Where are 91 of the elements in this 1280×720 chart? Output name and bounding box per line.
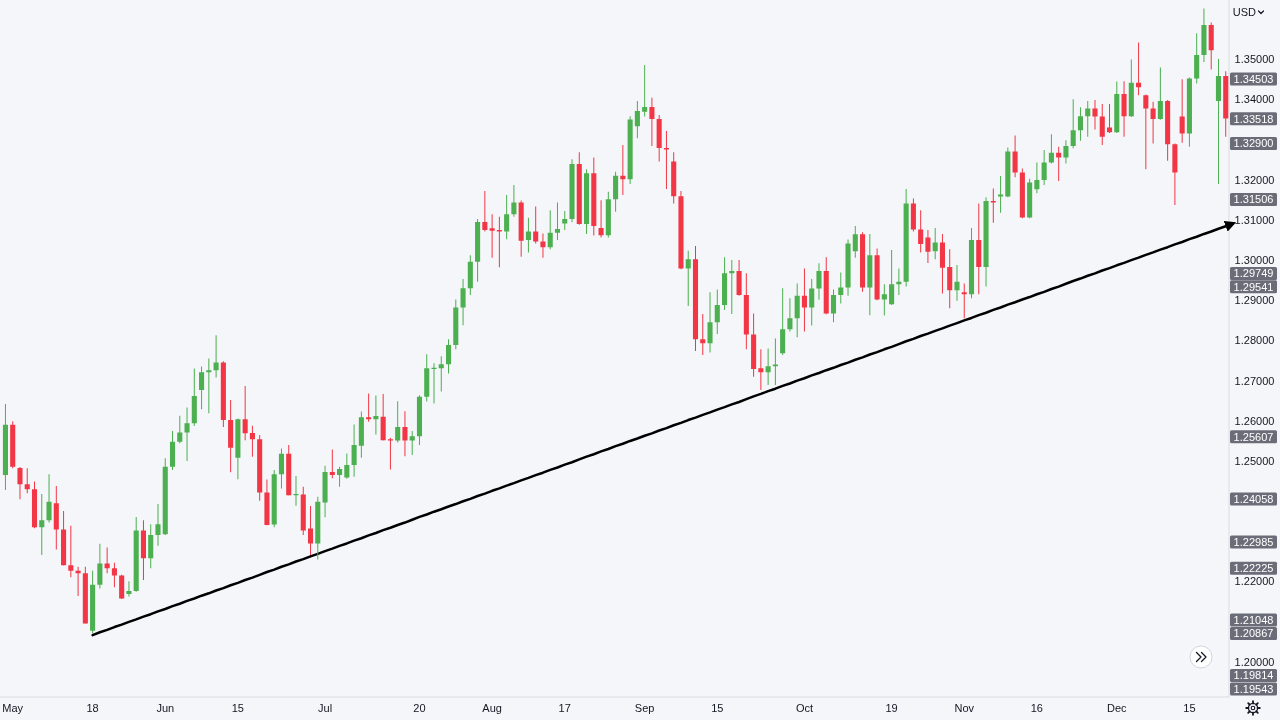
candlestick xyxy=(954,264,960,301)
candlestick xyxy=(329,449,335,479)
candlestick xyxy=(373,395,379,435)
candlestick xyxy=(1056,146,1062,181)
candlestick xyxy=(438,356,444,392)
candlestick xyxy=(569,159,575,223)
y-tick-label: 1.22000 xyxy=(1234,575,1275,588)
y-tick-label: 1.27000 xyxy=(1234,374,1275,387)
text: 1.33518 xyxy=(1233,112,1274,125)
candlestick xyxy=(1106,104,1113,134)
y-tick-label: 1.28000 xyxy=(1234,334,1275,347)
x-tick-label: May xyxy=(2,701,24,714)
candlestick xyxy=(642,65,648,117)
candlestick xyxy=(184,407,190,462)
candlestick xyxy=(881,284,887,316)
candlestick xyxy=(983,197,989,287)
candlestick xyxy=(998,176,1004,213)
candlestick xyxy=(961,283,967,319)
x-tick-label: 17 xyxy=(558,701,571,714)
y-tick-label: 1.26000 xyxy=(1234,414,1275,427)
candlestick xyxy=(663,131,669,189)
candlestick xyxy=(1136,42,1142,96)
candlestick xyxy=(17,467,23,500)
text: 1.19814 xyxy=(1233,669,1274,682)
candlestick xyxy=(39,494,45,556)
candlestick xyxy=(758,349,764,390)
text: 1.25607 xyxy=(1233,430,1274,443)
x-tick-label: Sep xyxy=(634,701,655,714)
candlestick xyxy=(206,358,212,414)
candlestick xyxy=(700,313,706,355)
candlestick xyxy=(496,216,502,268)
candlestick xyxy=(366,393,372,422)
text: 1.34503 xyxy=(1233,72,1274,85)
candlestick xyxy=(620,145,626,195)
y-tick-label: 1.35000 xyxy=(1234,52,1275,65)
y-tick-label: 1.34000 xyxy=(1234,93,1275,106)
x-tick-label: Jun xyxy=(156,701,175,714)
candlestick xyxy=(431,363,437,404)
text: 1.29541 xyxy=(1233,280,1274,293)
x-tick-label: Oct xyxy=(795,701,814,714)
candlestick xyxy=(707,292,713,353)
candlestick xyxy=(678,190,684,270)
x-tick-label: 15 xyxy=(711,701,724,714)
candlestick xyxy=(772,338,778,386)
candlestick xyxy=(155,504,161,546)
x-tick-label: Aug xyxy=(482,701,502,714)
candlestick xyxy=(409,430,415,456)
candlestick xyxy=(990,188,996,223)
candlestick xyxy=(482,190,488,232)
candlestick xyxy=(765,348,771,386)
x-tick-label: Nov xyxy=(954,701,975,714)
text: 1.31506 xyxy=(1233,193,1274,206)
y-tick-label: 1.20000 xyxy=(1234,655,1275,668)
candlestick xyxy=(489,214,495,258)
text: 1.22985 xyxy=(1233,535,1274,548)
candlestick xyxy=(293,475,299,506)
candlestick xyxy=(554,202,561,240)
candlestick xyxy=(845,239,851,296)
y-tick-label: 1.25000 xyxy=(1234,454,1275,467)
candlestick xyxy=(540,233,546,258)
text: 1.32900 xyxy=(1233,137,1274,150)
y-tick-label: 1.29000 xyxy=(1234,294,1275,307)
x-tick-label: 15 xyxy=(231,701,245,714)
candlestick xyxy=(1092,100,1098,130)
x-tick-label: Dec xyxy=(1107,701,1128,714)
x-tick-label: 20 xyxy=(413,701,426,714)
candlestick xyxy=(387,437,393,470)
text: 1.22225 xyxy=(1233,561,1274,574)
text: 1.21048 xyxy=(1233,613,1274,626)
y-tick-label: 1.31000 xyxy=(1234,213,1275,226)
text: 1.29749 xyxy=(1233,267,1274,280)
x-tick-label: 18 xyxy=(86,701,99,714)
candlestick xyxy=(24,468,30,494)
candlestick xyxy=(46,474,52,523)
x-tick-label: 16 xyxy=(1030,701,1044,714)
candlestick xyxy=(816,263,822,300)
x-tick-label: 19 xyxy=(885,701,898,714)
candlestick xyxy=(685,250,691,306)
text: 1.20867 xyxy=(1233,627,1274,640)
candlestick xyxy=(68,525,74,578)
x-tick-label: Jul xyxy=(318,701,333,714)
candlestick xyxy=(1143,94,1149,170)
text: USD xyxy=(1232,5,1257,18)
y-tick-label: 1.30000 xyxy=(1234,253,1275,266)
candlestick xyxy=(729,260,735,314)
text: 1.19543 xyxy=(1233,682,1274,695)
candlestick xyxy=(801,268,807,332)
x-tick-label: 15 xyxy=(1183,701,1196,714)
y-tick-label: 1.32000 xyxy=(1234,173,1275,186)
text: 1.24058 xyxy=(1233,492,1274,505)
candlestick xyxy=(111,562,117,588)
